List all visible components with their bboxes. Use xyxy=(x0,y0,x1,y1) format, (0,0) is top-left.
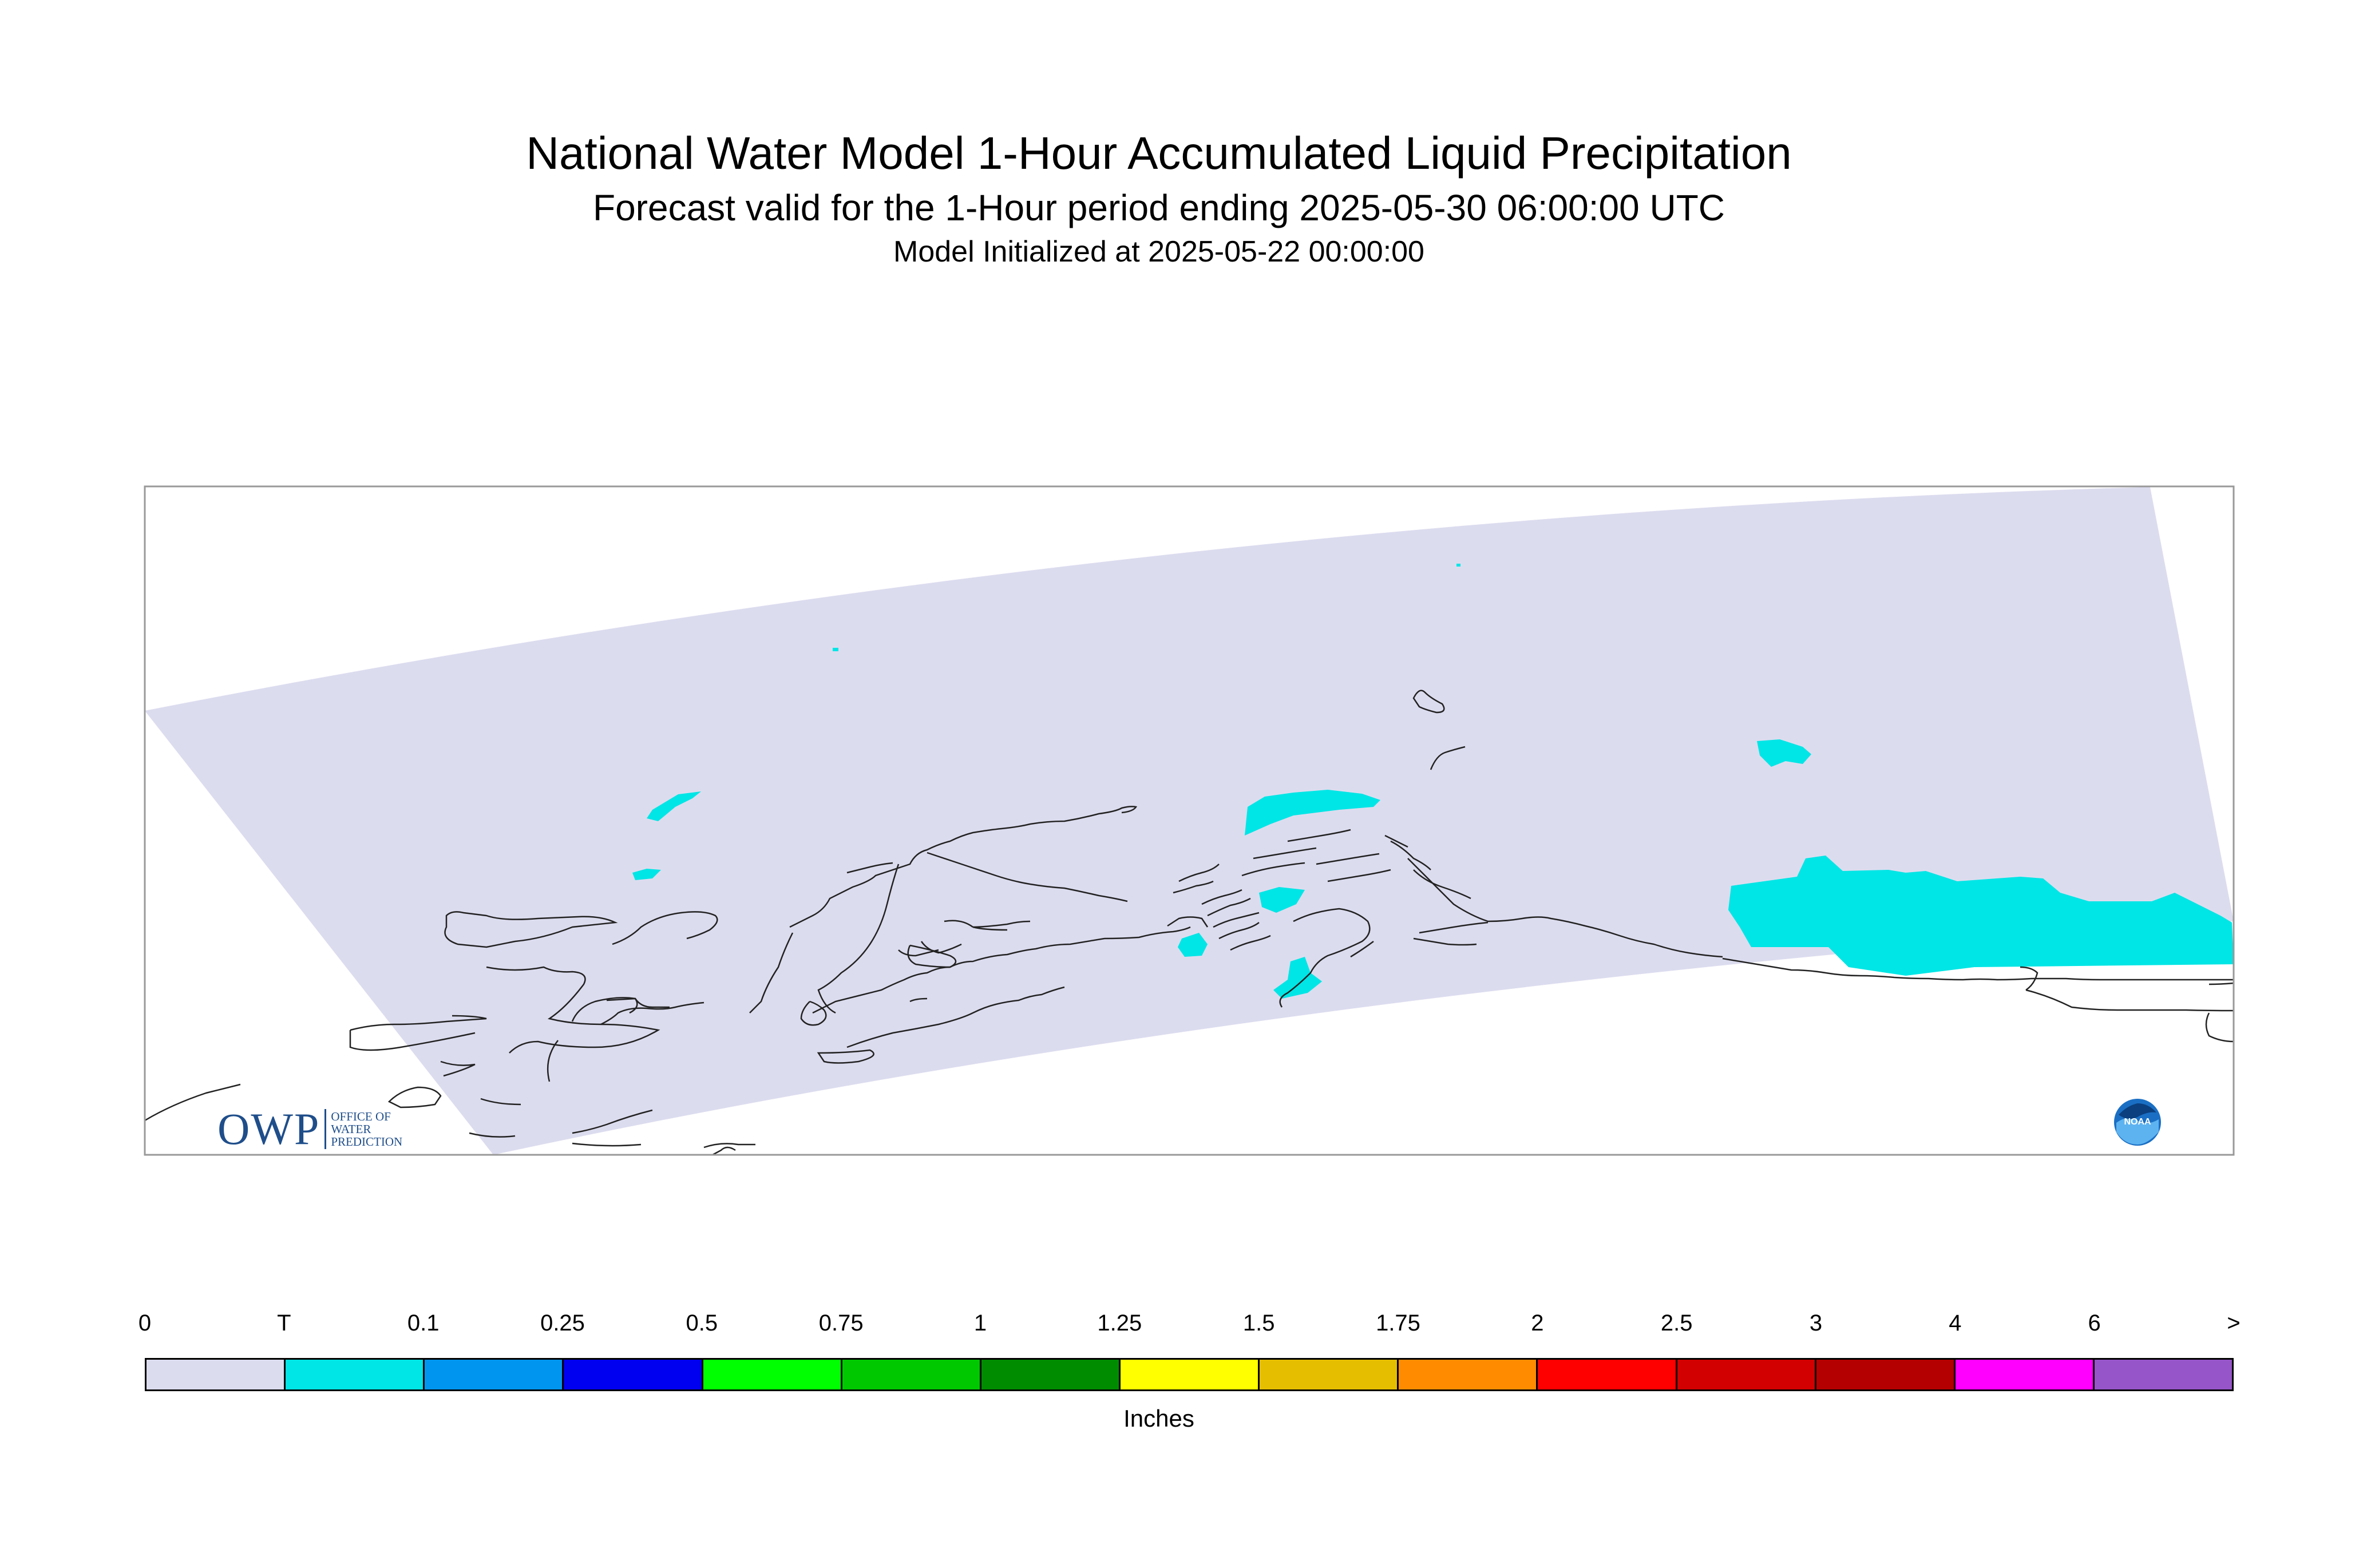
legend-tick-label: 2.5 xyxy=(1660,1310,1693,1336)
legend-tick-label: 1.75 xyxy=(1376,1310,1420,1336)
legend-tick-label: 0.75 xyxy=(818,1310,864,1336)
legend-tick-label: 0.5 xyxy=(686,1310,718,1336)
coastlines xyxy=(145,690,2234,1155)
legend-tick-label: 4 xyxy=(1949,1310,1962,1336)
legend-swatch xyxy=(981,1360,1121,1389)
legend-tick-label: 0 xyxy=(138,1310,152,1336)
legend-swatch xyxy=(703,1360,842,1389)
legend-tick-label: 1 xyxy=(973,1310,987,1336)
legend-tick-label: 1.25 xyxy=(1097,1310,1142,1336)
legend-swatch xyxy=(2094,1360,2232,1389)
precip-area-north-east xyxy=(1757,739,1811,767)
legend-tick-label: 1.5 xyxy=(1242,1310,1275,1336)
legend-tick-label: T xyxy=(277,1310,291,1336)
map-title: National Water Model 1-Hour Accumulated … xyxy=(526,128,1792,179)
owp-logo-line: PREDICTION xyxy=(331,1135,403,1149)
owp-logo: OWP OFFICE OF WATER PREDICTION xyxy=(217,1103,402,1155)
owp-logo-letters: OWP xyxy=(217,1104,320,1154)
noaa-logo: NOAA xyxy=(2114,1099,2161,1146)
legend-swatch xyxy=(425,1360,564,1389)
precip-area-central-2 xyxy=(1178,933,1208,957)
forecast-valid-subtitle: Forecast valid for the 1-Hour period end… xyxy=(592,187,1725,228)
owp-logo-text: OFFICE OF WATER PREDICTION xyxy=(331,1110,402,1148)
legend-tick-label: 2 xyxy=(1531,1310,1544,1336)
precip-speck-2 xyxy=(1456,564,1460,567)
legend-swatch xyxy=(1260,1360,1399,1389)
color-legend-bar xyxy=(145,1358,2234,1391)
precip-speck-1 xyxy=(833,648,838,651)
legend-swatch xyxy=(1120,1360,1260,1389)
legend-swatch xyxy=(564,1360,703,1389)
precip-area-west-2 xyxy=(632,869,661,880)
owp-logo-line: WATER xyxy=(331,1122,371,1136)
legend-tick-label: 0.25 xyxy=(540,1310,585,1336)
precip-area-east xyxy=(1728,856,2234,976)
model-domain-area xyxy=(145,487,2234,1155)
legend-swatch xyxy=(1677,1360,1816,1389)
precip-areas xyxy=(632,564,2234,999)
owp-logo-divider xyxy=(324,1109,327,1149)
owp-logo-line: OFFICE OF xyxy=(331,1110,391,1123)
model-initialized-line: Model Initialized at 2025-05-22 00:00:00 xyxy=(893,235,1424,268)
legend-swatch xyxy=(1538,1360,1677,1389)
precip-area-central-north xyxy=(1245,790,1380,836)
precip-area-central-1 xyxy=(1259,887,1305,913)
precip-area-central-3 xyxy=(1273,957,1322,999)
legend-swatch xyxy=(286,1360,425,1389)
legend-tick-label: 6 xyxy=(2088,1310,2101,1336)
legend-tick-label: 3 xyxy=(1809,1310,1823,1336)
legend-tick-label: > xyxy=(2227,1310,2241,1336)
legend-swatch xyxy=(147,1360,286,1389)
legend-units-label: Inches xyxy=(1123,1405,1194,1432)
legend-tick-labels: 0 T 0.1 0.25 0.5 0.75 1 1.25 1.5 1.75 2 2.5 3 4 6 > xyxy=(0,1310,2375,1345)
legend-swatch xyxy=(1955,1360,2095,1389)
map-border xyxy=(144,485,2235,1156)
legend-tick-label: 0.1 xyxy=(407,1310,440,1336)
noaa-logo-text: NOAA xyxy=(2124,1117,2151,1127)
legend-swatch xyxy=(1816,1360,1956,1389)
legend-swatch xyxy=(842,1360,981,1389)
precip-area-west-1 xyxy=(647,791,701,821)
legend-swatch xyxy=(1399,1360,1538,1389)
